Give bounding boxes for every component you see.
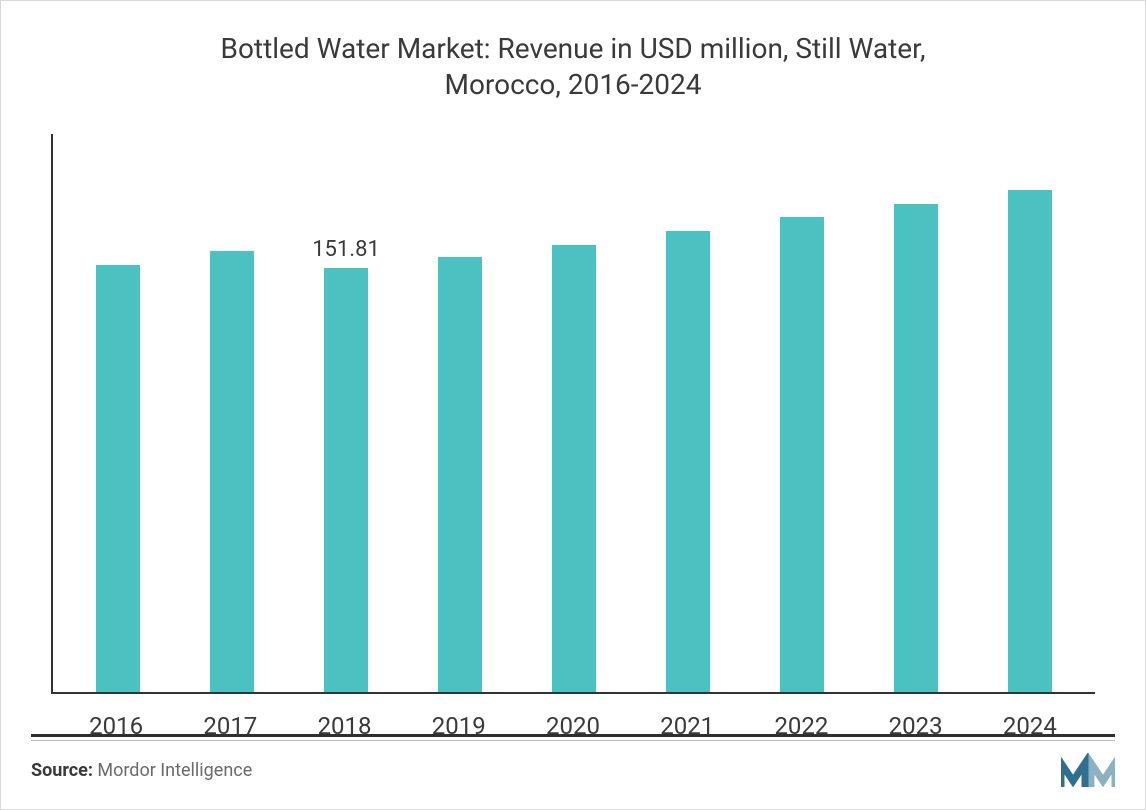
bar-slot: 151.81: [289, 134, 403, 692]
bar-slot: [175, 134, 289, 692]
bar: [324, 268, 368, 692]
bar: [96, 265, 140, 692]
source-value: Mordor Intelligence: [97, 760, 252, 781]
bar-value-label: 151.81: [289, 237, 403, 262]
bar: [780, 217, 824, 691]
bar-slot: [973, 134, 1087, 692]
bar: [552, 245, 596, 691]
logo-icon: [1061, 753, 1115, 787]
bar-slot: [859, 134, 973, 692]
bar: [1008, 190, 1052, 692]
bar: [210, 251, 254, 692]
footer-rule-dark: [31, 734, 1115, 737]
brand-logo: [1061, 753, 1115, 787]
bar: [894, 204, 938, 692]
chart-title: Bottled Water Market: Revenue in USD mil…: [163, 31, 983, 104]
bar: [438, 257, 482, 692]
bar-slot: [517, 134, 631, 692]
source-row: Source: Mordor Intelligence: [31, 753, 1115, 787]
source-text: Source: Mordor Intelligence: [31, 760, 252, 781]
bar: [666, 231, 710, 691]
bar-slot: [403, 134, 517, 692]
bar-slot: [745, 134, 859, 692]
bars-row: 151.81: [53, 134, 1095, 692]
bar-slot: [61, 134, 175, 692]
chart-footer: Source: Mordor Intelligence: [31, 734, 1115, 787]
plot-area: 151.81: [51, 134, 1095, 694]
bar-slot: [631, 134, 745, 692]
footer-rule-light: [31, 740, 1115, 741]
source-label: Source:: [31, 760, 93, 781]
chart-container: Bottled Water Market: Revenue in USD mil…: [0, 0, 1146, 810]
